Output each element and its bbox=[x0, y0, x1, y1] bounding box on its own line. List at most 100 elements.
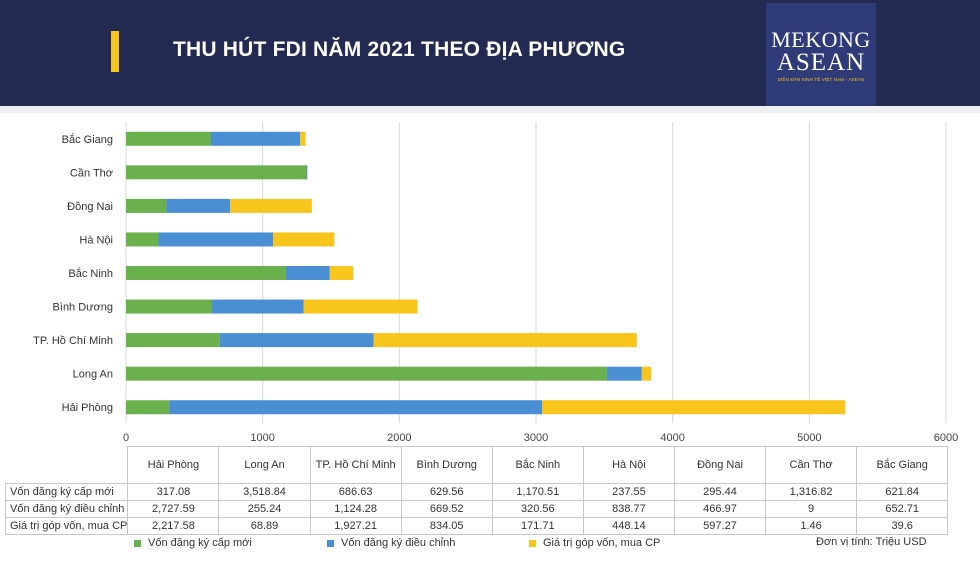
x-tick-label: 2000 bbox=[387, 432, 411, 444]
table-column-header: Hải Phòng bbox=[127, 446, 220, 484]
table-column-header: TP. Hồ Chí Minh bbox=[309, 446, 402, 484]
table-row-label: Vốn đăng ký điều chỉnh bbox=[4, 500, 129, 518]
logo-line-2: ASEAN bbox=[776, 49, 866, 76]
table-column-header: Hà Nội bbox=[582, 446, 675, 484]
table-row-label: Giá trị góp vốn, mua CP bbox=[4, 517, 129, 535]
table-cell: 9 bbox=[765, 500, 858, 518]
bar-segment bbox=[373, 333, 637, 348]
header-banner: THU HÚT FDI NĂM 2021 THEO ĐỊA PHƯƠNG MEK… bbox=[0, 0, 980, 106]
y-category-label: TP. Hồ Chí Minh bbox=[33, 335, 113, 347]
bar-segment bbox=[329, 266, 354, 280]
table-cell: 466.97 bbox=[673, 500, 767, 518]
table-cell: 838.77 bbox=[582, 500, 675, 518]
x-tick-label: 4000 bbox=[660, 432, 684, 444]
bar-segment bbox=[212, 299, 304, 314]
table-row: Giá trị góp vốn, mua CP 2,217.58 68.89 1,92… bbox=[4, 517, 949, 535]
table-cell: 1,170.51 bbox=[491, 483, 584, 501]
table-cell: 1.46 bbox=[765, 517, 858, 535]
table-column-header: Bình Dương bbox=[400, 446, 493, 484]
bar-segment bbox=[126, 400, 170, 415]
legend-label: Vốn đăng ký cấp mới bbox=[148, 537, 252, 549]
table-corner bbox=[5, 446, 129, 484]
bar-segment bbox=[285, 266, 330, 280]
legend-swatch bbox=[327, 539, 334, 547]
unit-note: Đơn vị tính: Triệu USD bbox=[816, 536, 927, 548]
table-cell: 597.27 bbox=[673, 517, 767, 535]
table-cell: 629.56 bbox=[400, 483, 493, 501]
y-category-label: Bình Dương bbox=[53, 302, 113, 314]
bar-segment bbox=[230, 198, 312, 213]
legend-label: Vốn đăng ký điều chỉnh bbox=[341, 537, 456, 549]
bar-segment bbox=[126, 131, 211, 146]
bar-segment bbox=[126, 333, 220, 348]
table-cell: 320.56 bbox=[491, 500, 584, 518]
bar-segment bbox=[606, 366, 642, 381]
table-cell: 2,727.59 bbox=[127, 500, 220, 518]
legend-item: Vốn đăng ký điều chỉnh bbox=[327, 537, 455, 549]
logo-tagline: DIỄN ĐÀN KINH TẾ VIỆT NAM - ASEAN bbox=[777, 77, 865, 82]
legend-swatch bbox=[134, 539, 141, 547]
table-cell: 39.6 bbox=[856, 517, 949, 535]
bar-segment bbox=[126, 198, 167, 213]
legend-item: Vốn đăng ký cấp mới bbox=[134, 537, 252, 549]
page-title: THU HÚT FDI NĂM 2021 THEO ĐỊA PHƯƠNG bbox=[173, 38, 626, 61]
table-cell: 317.08 bbox=[127, 483, 220, 501]
x-tick-label: 3000 bbox=[524, 432, 548, 444]
data-table: Hải Phòng Long An TP. Hồ Chí Minh Bình Dươn… bbox=[4, 446, 949, 535]
bar-segment bbox=[126, 266, 286, 280]
bar-segment bbox=[303, 299, 418, 314]
table-cell: 686.63 bbox=[309, 483, 402, 501]
table-column-header: Long An bbox=[218, 446, 311, 484]
table-row: Vốn đăng ký điều chỉnh 2,727.59 255.24 1,12… bbox=[4, 500, 949, 518]
table-cell: 652.71 bbox=[856, 500, 949, 518]
bar-segment bbox=[273, 232, 335, 247]
mekong-asean-logo: MEKONG ASEAN DIỄN ĐÀN KINH TẾ VIỆT NAM -… bbox=[766, 3, 876, 106]
bar-segment bbox=[126, 299, 213, 314]
bar-segment bbox=[641, 366, 652, 381]
y-category-label: Bắc Ninh bbox=[68, 267, 113, 280]
bar-segment bbox=[210, 131, 301, 146]
legend-swatch bbox=[529, 539, 536, 547]
bar-segment bbox=[126, 232, 159, 247]
logo-line-1: MEKONG bbox=[771, 27, 871, 52]
table-column-header: Đồng Nai bbox=[673, 446, 767, 484]
legend-label: Giá trị góp vốn, mua CP bbox=[543, 537, 661, 549]
bar-segment bbox=[300, 131, 306, 146]
table-row-label: Vốn đăng ký cấp mới bbox=[4, 483, 129, 501]
x-tick-label: 5000 bbox=[797, 432, 821, 444]
y-category-label: Đồng Nai bbox=[67, 201, 113, 213]
table-cell: 68.89 bbox=[218, 517, 311, 535]
x-tick-label: 6000 bbox=[934, 432, 958, 444]
table-cell: 1,927.21 bbox=[309, 517, 402, 535]
x-tick-label: 0 bbox=[123, 432, 129, 444]
table-cell: 834.05 bbox=[400, 517, 493, 535]
y-category-label: Hải Phòng bbox=[62, 402, 113, 414]
bar-segment bbox=[219, 333, 374, 348]
table-column-header: Cần Thơ bbox=[765, 446, 858, 484]
bar-segment bbox=[169, 400, 543, 415]
bar-segment bbox=[305, 165, 308, 180]
y-category-label: Bắc Giang bbox=[62, 133, 113, 146]
table-cell: 2,217.58 bbox=[127, 517, 220, 535]
bar-segment bbox=[158, 232, 274, 247]
table-column-header: Bắc Giang bbox=[856, 446, 949, 484]
bar-segment bbox=[126, 366, 607, 381]
table-column-header: Bắc Ninh bbox=[491, 446, 584, 484]
table-cell: 621.84 bbox=[856, 483, 949, 501]
title-accent-bar bbox=[111, 31, 119, 72]
table-cell: 1,124.28 bbox=[309, 500, 402, 518]
table-cell: 237.55 bbox=[582, 483, 675, 501]
y-category-label: Cần Thơ bbox=[70, 167, 113, 179]
x-tick-label: 1000 bbox=[250, 432, 274, 444]
table-cell: 448.14 bbox=[582, 517, 675, 535]
table-cell: 255.24 bbox=[218, 500, 311, 518]
table-cell: 669.52 bbox=[400, 500, 493, 518]
bar-segment bbox=[166, 198, 231, 213]
table-row: Vốn đăng ký cấp mới 317.08 3,518.84 686.63 6… bbox=[4, 483, 949, 501]
bar-segment bbox=[126, 165, 306, 180]
table-cell: 3,518.84 bbox=[218, 483, 311, 501]
table-cell: 171.71 bbox=[491, 517, 584, 535]
table-cell: 1,316.82 bbox=[765, 483, 858, 501]
legend-item: Giá trị góp vốn, mua CP bbox=[529, 537, 660, 549]
